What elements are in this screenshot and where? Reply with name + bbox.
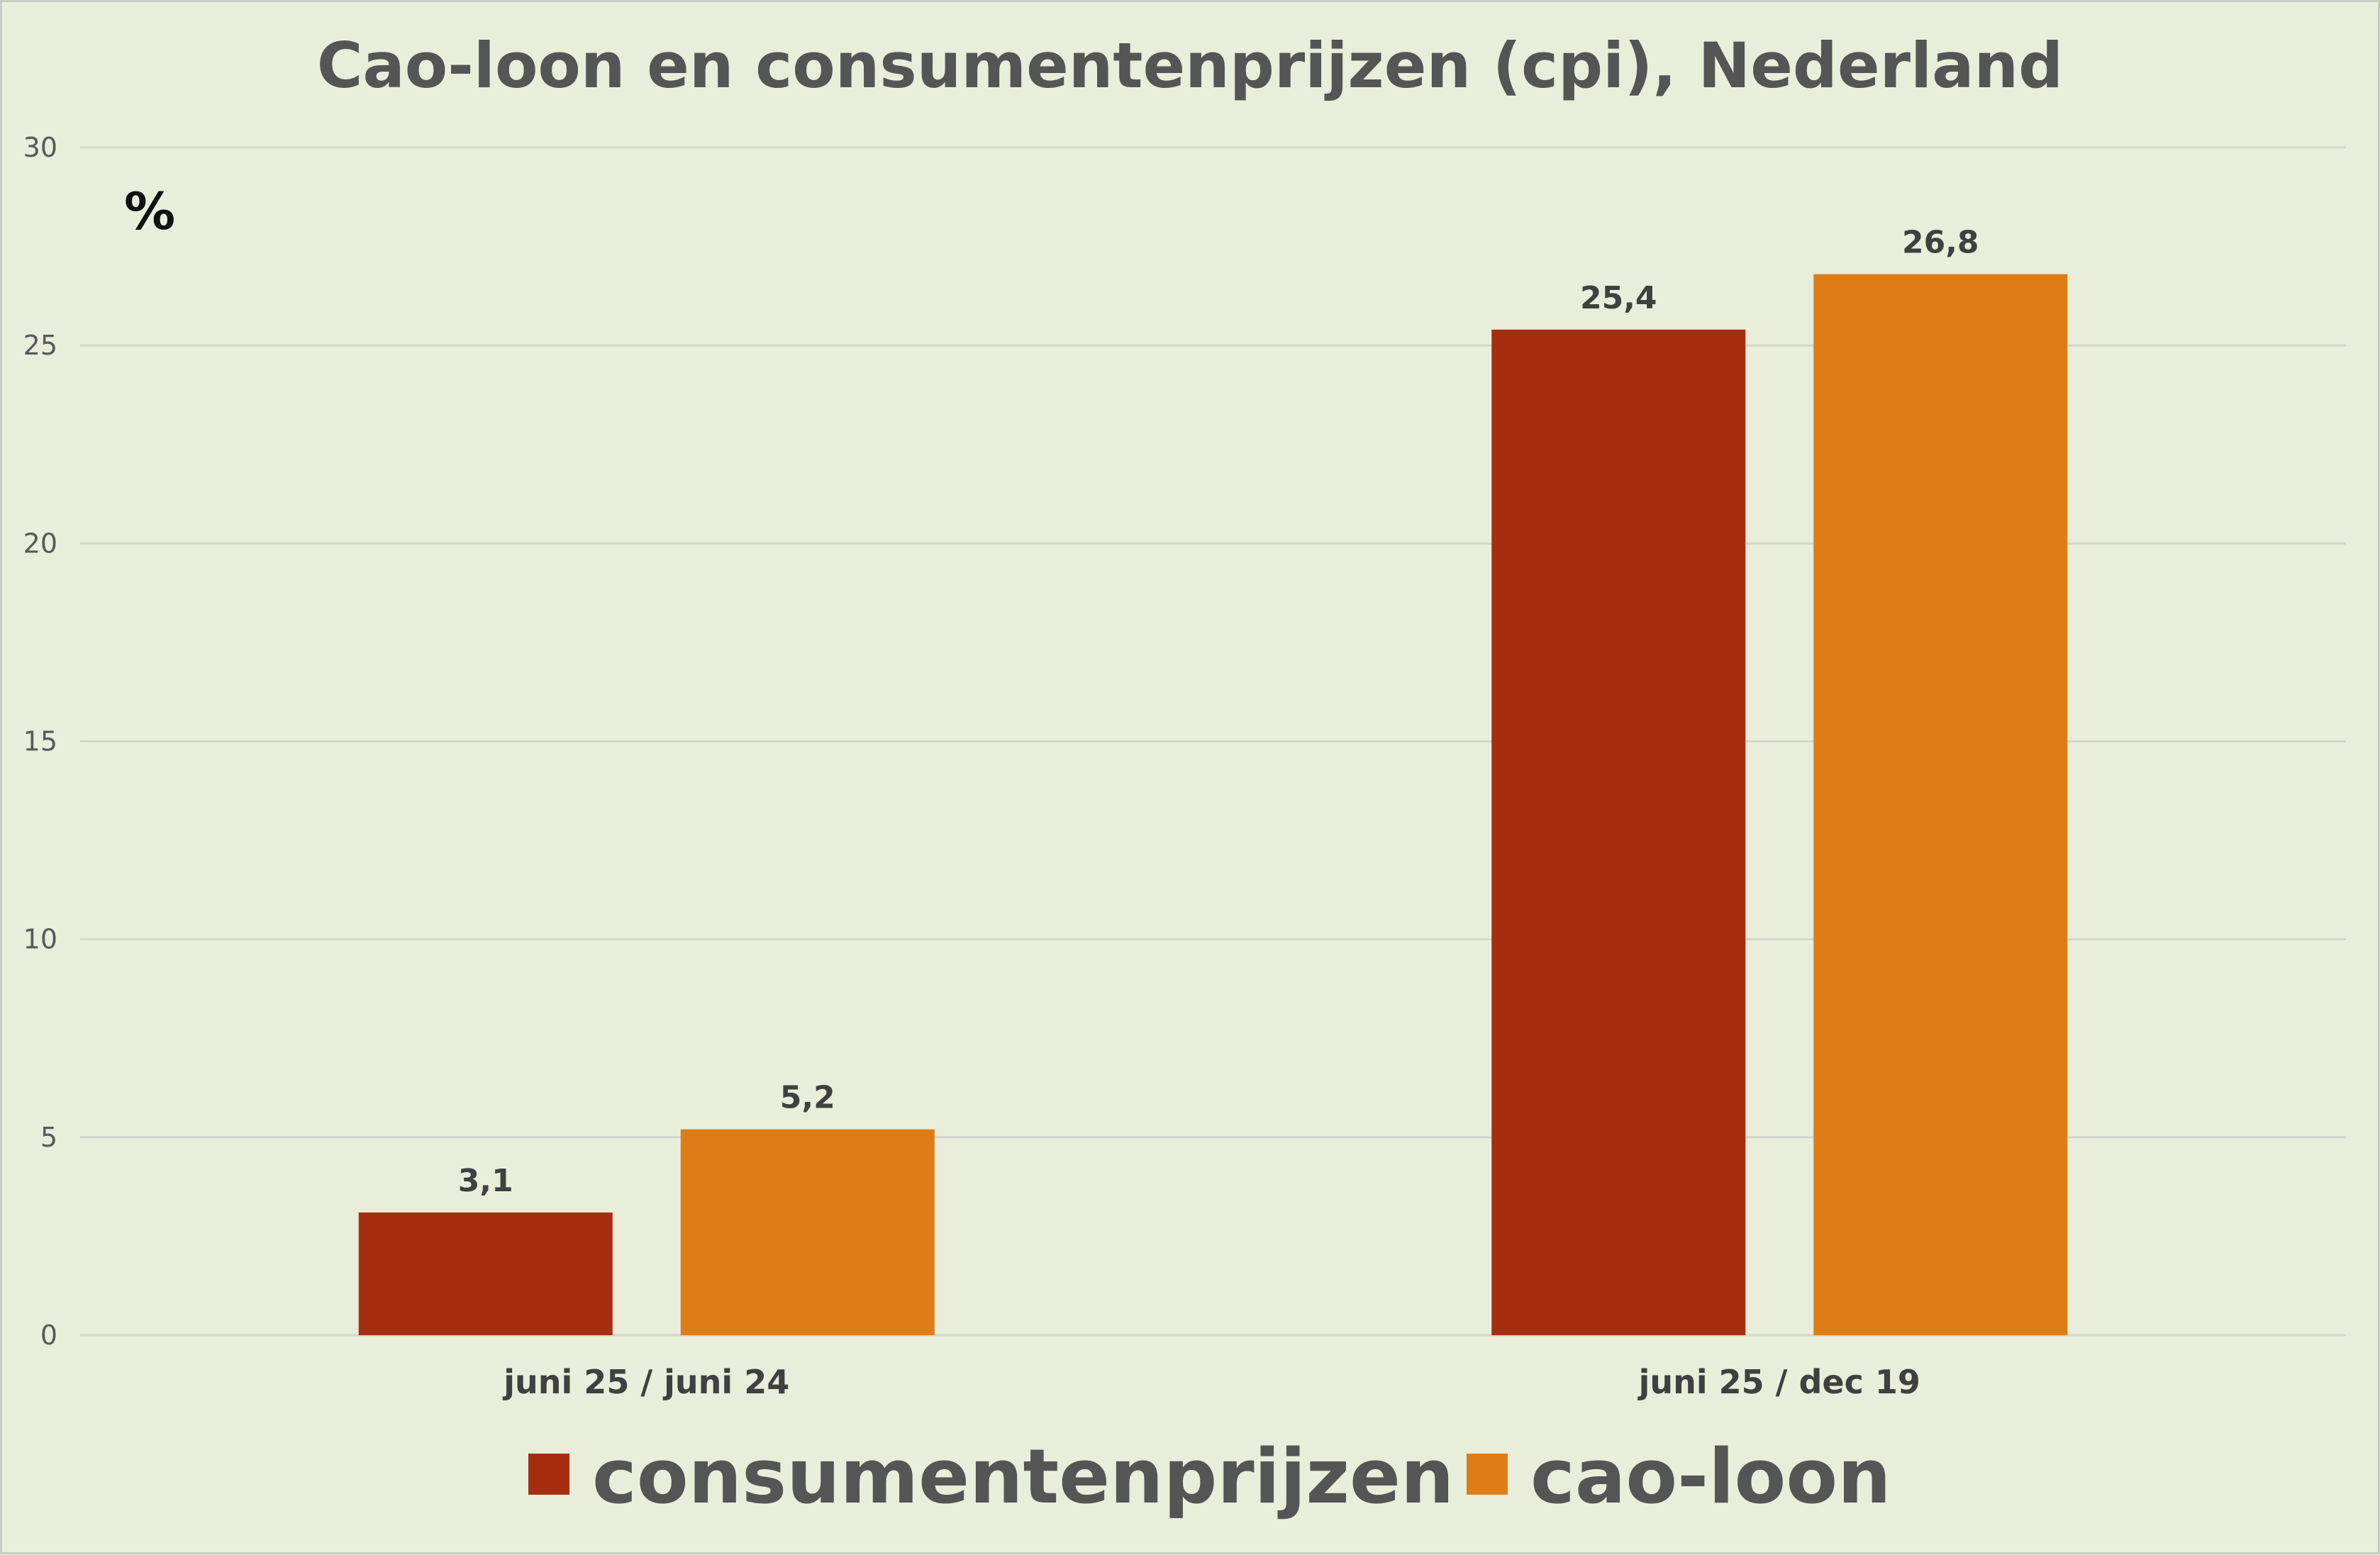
bar-cao-loon <box>1813 274 2068 1336</box>
bar-consumentenprijzen <box>358 1212 613 1335</box>
x-tick-label: juni 25 / juni 24 <box>502 1363 789 1401</box>
bar-value-label: 3,1 <box>458 1163 513 1199</box>
y-tick-label: 20 <box>23 528 57 559</box>
y-tick-label: 30 <box>23 132 57 163</box>
y-tick-label: 10 <box>23 924 57 955</box>
bar-value-label: 26,8 <box>1902 225 1979 261</box>
bar-value-label: 5,2 <box>780 1080 835 1116</box>
legend-label: cao-loon <box>1530 1433 1891 1520</box>
legend-swatch-cao-loon <box>1467 1454 1508 1495</box>
x-tick-label: juni 25 / dec 19 <box>1637 1363 1920 1401</box>
y-axis-unit-label: % <box>124 182 175 241</box>
legend-label: consumentenprijzen <box>592 1433 1454 1520</box>
chart-title: Cao-loon en consumentenprijzen (cpi), Ne… <box>317 29 2063 102</box>
y-tick-label: 0 <box>40 1320 57 1351</box>
legend-swatch-consumentenprijzen <box>528 1454 569 1495</box>
bar-consumentenprijzen <box>1491 329 1746 1335</box>
y-tick-label: 15 <box>23 726 57 757</box>
y-tick-label: 5 <box>40 1122 57 1153</box>
bar-value-label: 25,4 <box>1580 280 1657 316</box>
y-tick-label: 25 <box>23 330 57 361</box>
bar-cao-loon <box>680 1129 935 1335</box>
